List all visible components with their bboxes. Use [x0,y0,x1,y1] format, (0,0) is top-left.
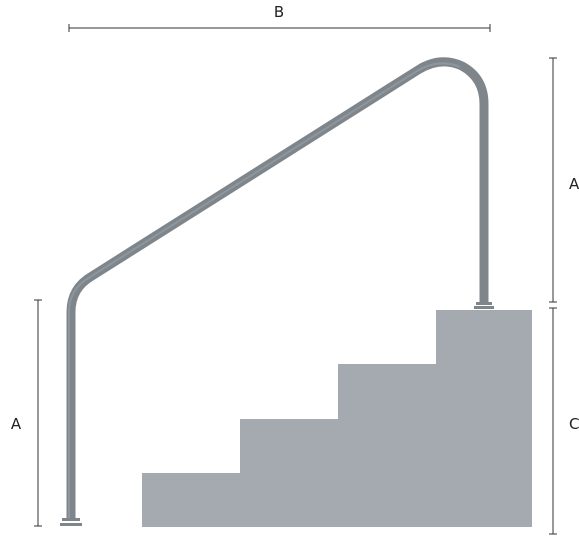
dimension-b-label: B [274,3,284,21]
dimension-c: C [549,308,579,534]
right-mount-flange [474,302,494,309]
dimension-a-left: A [11,300,42,526]
staircase [142,310,532,527]
dimension-a-left-label: A [11,415,22,433]
dimension-a-right-label: A [569,175,579,193]
left-base-flange [60,518,82,526]
dimension-c-label: C [569,415,579,433]
dimension-b: B [69,3,490,32]
dimension-a-right: A [549,58,579,302]
